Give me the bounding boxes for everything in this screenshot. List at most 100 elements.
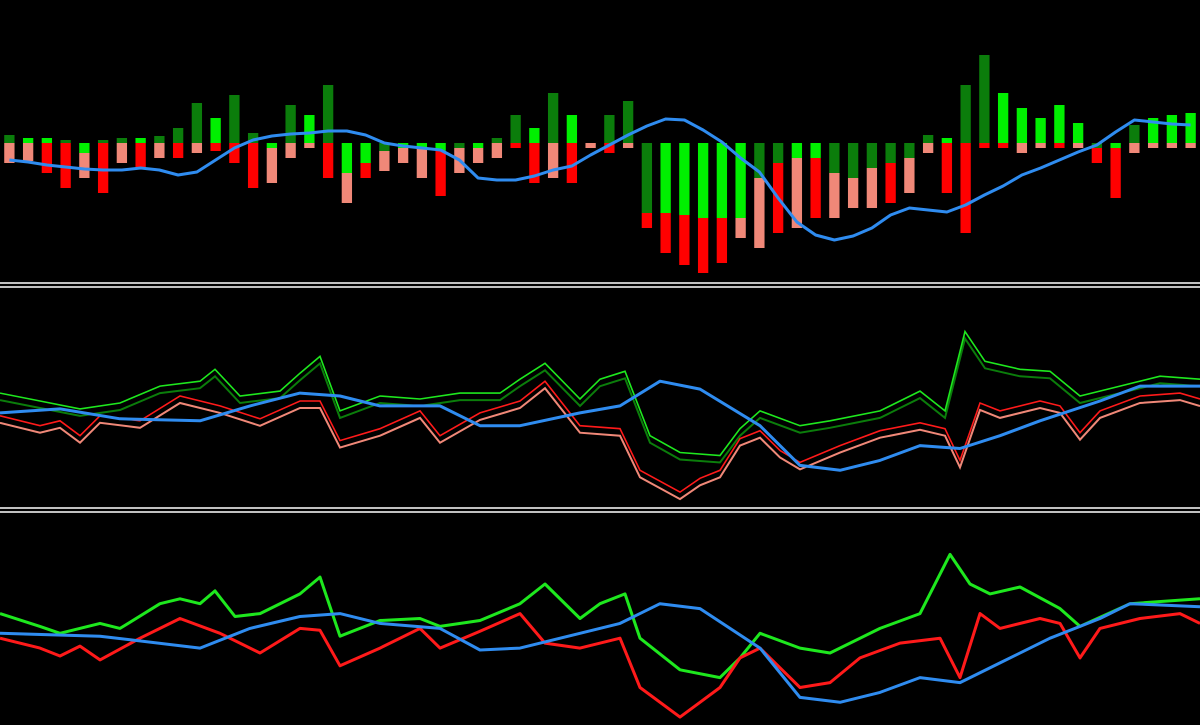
histogram-bar [1072, 143, 1084, 148]
histogram-bar [1072, 123, 1084, 143]
histogram-bar [247, 143, 259, 188]
signal-line [9, 117, 1191, 242]
indicator-line [0, 612, 1200, 719]
histogram-bar [1129, 125, 1140, 143]
histogram-bar [866, 168, 878, 208]
indicator-line [0, 379, 1200, 472]
histogram-bar [247, 133, 259, 143]
histogram-bar [1185, 143, 1196, 148]
histogram-bar [510, 115, 521, 143]
histogram-bar [379, 151, 390, 171]
histogram-bar [79, 143, 90, 153]
histogram-bar [679, 143, 690, 215]
histogram-bar [604, 115, 615, 143]
histogram-bar [1166, 115, 1178, 143]
histogram-bar [866, 143, 878, 168]
histogram-bar [979, 55, 990, 143]
histogram-bar [1110, 148, 1121, 198]
histogram-bar [304, 115, 315, 143]
histogram-bar [829, 143, 840, 173]
histogram-bar [679, 215, 690, 265]
histogram-bar [566, 115, 578, 143]
histogram-bar [1016, 108, 1028, 143]
histogram-bar [1035, 143, 1046, 148]
histogram-bar [697, 143, 709, 218]
histogram-bar [341, 143, 353, 173]
histogram-bar [997, 143, 1009, 148]
histogram-bar [210, 143, 221, 151]
histogram-bar [941, 138, 953, 143]
histogram-bar [454, 143, 465, 148]
histogram-bar [60, 140, 71, 143]
histogram-bar [435, 151, 446, 196]
histogram-bar [885, 143, 896, 163]
histogram-bar [116, 143, 128, 163]
indicator-line [0, 602, 1200, 704]
histogram-bar [1054, 105, 1065, 143]
histogram-bar [41, 143, 53, 173]
histogram-bar [1129, 143, 1140, 153]
histogram-bar [585, 143, 596, 148]
histogram-bar [4, 135, 15, 143]
histogram-bar [622, 101, 634, 143]
histogram-bar [379, 143, 390, 151]
histogram-bar [266, 143, 278, 148]
indicator-line [0, 329, 1200, 457]
histogram-bar [304, 143, 315, 148]
histogram-bar [941, 143, 953, 193]
indicator-line [0, 552, 1200, 680]
histogram-bar [135, 138, 146, 143]
histogram-bar [735, 143, 746, 218]
histogram-bar [360, 163, 371, 178]
histogram-bar [566, 143, 578, 183]
histogram-bar [604, 143, 615, 153]
histogram-bar [529, 143, 540, 183]
histogram-bar [754, 178, 765, 248]
histogram-bar [435, 143, 446, 151]
histogram-bar [529, 128, 540, 143]
histogram-bar [660, 143, 671, 213]
histogram-bar [735, 218, 746, 238]
histogram-bar [285, 105, 296, 143]
histogram-bar [191, 103, 203, 143]
histogram-bar [116, 138, 128, 143]
histogram-bar [641, 143, 653, 213]
histogram-bar [660, 213, 671, 253]
histogram-bar [341, 173, 353, 203]
histogram-bar [416, 148, 428, 178]
histogram-bar [1166, 143, 1178, 148]
histogram-bar [510, 143, 521, 148]
histogram-bar [641, 213, 653, 228]
histogram-bar [1147, 118, 1159, 143]
histogram-bar [716, 218, 728, 263]
histogram-bar [547, 143, 559, 178]
histogram-bar [491, 138, 503, 143]
histogram-bar [1185, 113, 1196, 143]
histogram-bar [904, 143, 915, 158]
histogram-bar [416, 143, 428, 148]
histogram-bar [1016, 143, 1028, 153]
histogram-bar [829, 173, 840, 218]
histogram-bar [885, 163, 896, 203]
histogram-bar [1091, 148, 1103, 163]
histogram-bar [754, 143, 765, 178]
histogram-bar [266, 148, 278, 183]
histogram-bar [716, 143, 728, 218]
histogram-bar [229, 143, 240, 163]
histogram-bar [904, 158, 915, 193]
histogram-bar [960, 85, 971, 143]
histogram-bar [472, 148, 484, 163]
histogram-bar [979, 143, 990, 148]
histogram-bar [1147, 143, 1159, 148]
histogram-bar [172, 143, 184, 158]
indicator-line-shadow [0, 336, 1200, 464]
histogram-bar [154, 143, 165, 158]
histogram-bar [172, 128, 184, 143]
histogram-bar [697, 218, 709, 273]
histogram-bar [772, 143, 784, 163]
histogram-bar [97, 143, 109, 193]
indicator-line-shadow [0, 386, 1200, 501]
histogram-bar [4, 143, 15, 163]
histogram-bar [397, 148, 409, 163]
